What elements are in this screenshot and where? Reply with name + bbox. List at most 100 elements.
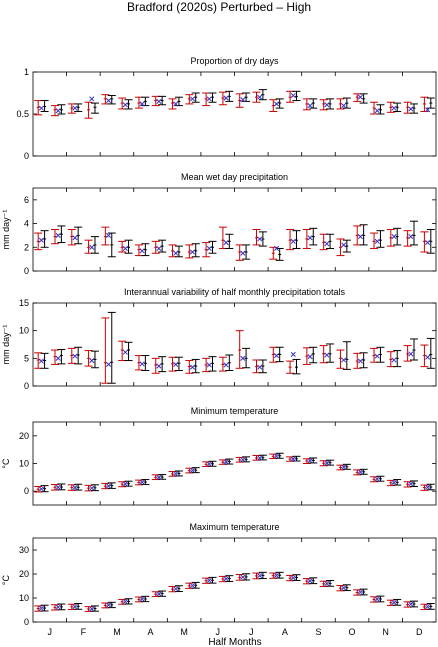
x-marker bbox=[391, 480, 397, 486]
chart-panel: Interannual variability of half monthly … bbox=[1, 287, 437, 391]
x-marker bbox=[223, 239, 229, 246]
y-tick-label: 20 bbox=[19, 569, 29, 579]
x-marker bbox=[173, 471, 179, 477]
x-marker bbox=[72, 604, 78, 610]
x-axis: Half Months J F M A M J J A S O N D bbox=[48, 627, 423, 647]
data-series bbox=[34, 225, 429, 261]
x-marker bbox=[55, 484, 61, 490]
y-axis-label: mm day⁻¹ bbox=[1, 325, 11, 365]
y-tick-label: 10 bbox=[19, 593, 29, 603]
x-marker bbox=[374, 108, 380, 114]
x-marker bbox=[408, 481, 414, 487]
x-marker bbox=[374, 238, 380, 244]
x-marker bbox=[324, 241, 330, 247]
x-tick-label: A bbox=[148, 627, 154, 637]
x-marker bbox=[425, 484, 431, 490]
x-marker bbox=[38, 237, 44, 243]
x-tick-label: M bbox=[180, 627, 188, 637]
x-tick-label: J bbox=[249, 627, 254, 637]
x-marker bbox=[240, 574, 246, 580]
x-marker bbox=[55, 232, 61, 238]
panels: Proportion of dry days 0 0.5 1 Mean wet day … bbox=[1, 56, 437, 627]
x-marker bbox=[307, 578, 313, 584]
panel-title: Interannual variability of half monthly … bbox=[124, 287, 346, 297]
x-marker bbox=[89, 606, 95, 612]
y-tick-label: 2 bbox=[24, 242, 29, 252]
x-marker bbox=[189, 364, 196, 370]
plot-frame bbox=[32, 187, 437, 272]
x-marker bbox=[290, 238, 296, 244]
x-marker bbox=[425, 107, 431, 113]
x-marker bbox=[357, 94, 363, 100]
x-axis-label: Half Months bbox=[208, 637, 261, 647]
x-marker bbox=[408, 351, 414, 357]
y-axis-label: °C bbox=[1, 458, 11, 469]
x-marker bbox=[408, 601, 414, 607]
x-marker bbox=[240, 355, 246, 361]
data-series bbox=[40, 571, 435, 612]
x-marker bbox=[55, 355, 61, 361]
x-marker bbox=[122, 481, 128, 487]
chart-panel: Maximum temperature 0 10 20 30 °C bbox=[1, 522, 437, 627]
y-tick-label: 0.5 bbox=[16, 109, 29, 119]
x-marker bbox=[106, 232, 112, 238]
x-marker bbox=[257, 236, 263, 242]
panel-title: Maximum temperature bbox=[189, 522, 279, 532]
y-axis-label: mm day⁻¹ bbox=[1, 210, 11, 250]
x-tick-label: J bbox=[48, 627, 53, 637]
x-marker bbox=[106, 98, 112, 104]
x-marker bbox=[189, 249, 196, 255]
x-marker bbox=[206, 577, 212, 584]
x-marker bbox=[240, 250, 246, 256]
x-marker bbox=[106, 361, 112, 367]
data-series bbox=[40, 89, 435, 115]
x-marker bbox=[38, 105, 44, 111]
x-marker bbox=[173, 250, 179, 256]
x-marker bbox=[257, 94, 263, 100]
x-marker bbox=[408, 106, 414, 112]
x-marker bbox=[206, 461, 212, 467]
data-series bbox=[34, 90, 429, 119]
y-axis-label: °C bbox=[1, 574, 11, 585]
x-marker bbox=[391, 357, 397, 363]
x-marker bbox=[89, 485, 95, 491]
x-marker bbox=[391, 105, 397, 111]
x-marker bbox=[156, 98, 162, 104]
x-marker bbox=[72, 353, 78, 359]
x-marker bbox=[72, 235, 78, 241]
x-tick-label: J bbox=[215, 627, 220, 637]
x-marker bbox=[341, 464, 347, 470]
x-marker bbox=[55, 108, 61, 114]
x-marker bbox=[324, 102, 330, 108]
x-marker bbox=[425, 354, 431, 360]
x-marker bbox=[273, 245, 280, 252]
x-marker bbox=[122, 349, 128, 355]
x-marker bbox=[341, 357, 347, 363]
x-marker bbox=[173, 361, 179, 367]
y-tick-label: 15 bbox=[19, 298, 29, 308]
x-marker bbox=[139, 479, 145, 485]
chart-panel: Mean wet day precipitation 0 2 4 6 mm day⁻¹ bbox=[1, 172, 437, 276]
x-marker bbox=[408, 234, 414, 240]
data-series bbox=[38, 349, 431, 370]
plot-frame bbox=[32, 421, 437, 506]
x-tick-label: D bbox=[416, 627, 423, 637]
x-marker bbox=[374, 353, 380, 359]
x-marker bbox=[223, 362, 229, 368]
x-marker bbox=[189, 467, 196, 473]
data-series bbox=[40, 220, 435, 261]
x-marker bbox=[122, 599, 128, 605]
x-marker bbox=[156, 591, 162, 597]
x-marker bbox=[307, 458, 313, 464]
x-marker bbox=[357, 469, 363, 475]
chart-panel: Proportion of dry days 0 0.5 1 bbox=[16, 56, 437, 161]
x-marker bbox=[55, 604, 61, 610]
x-marker bbox=[341, 585, 347, 591]
x-marker bbox=[324, 352, 330, 358]
chart-panel: Minimum temperature 0 10 20 °C bbox=[1, 406, 437, 506]
x-marker bbox=[72, 105, 78, 111]
panel-title: Mean wet day precipitation bbox=[181, 172, 288, 182]
x-marker bbox=[290, 575, 296, 581]
x-marker bbox=[357, 234, 363, 240]
